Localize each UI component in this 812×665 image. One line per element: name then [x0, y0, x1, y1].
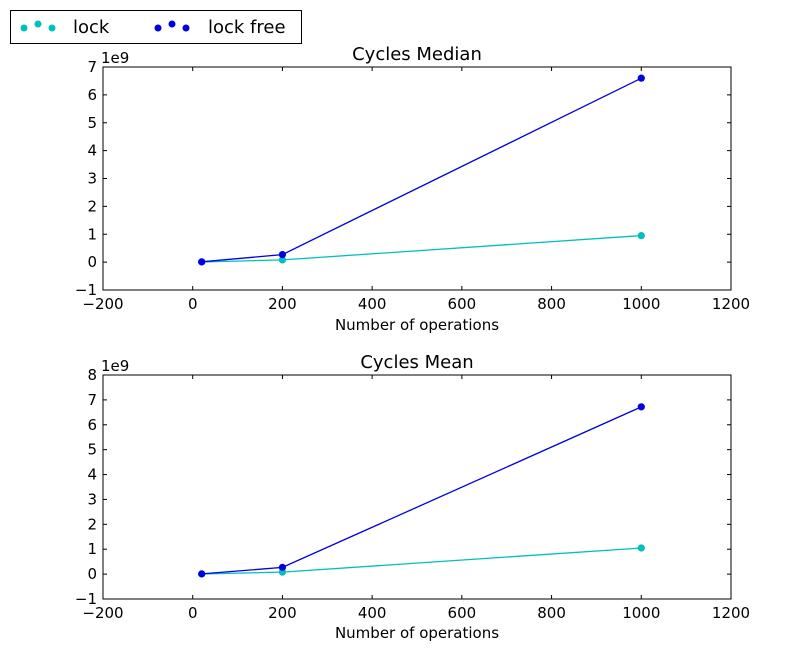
legend-marker: [182, 24, 190, 32]
y-tick-label: 2: [87, 197, 97, 215]
offset-text: 1e9: [101, 49, 129, 67]
y-tick-label: 1: [87, 225, 97, 243]
y-tick-label: 7: [87, 58, 97, 76]
y-tick-label: 0: [87, 253, 97, 271]
x-tick-label: 400: [358, 604, 387, 622]
x-tick-label: 400: [358, 295, 387, 313]
x-tick-label: 1200: [712, 295, 750, 313]
y-tick-label: 4: [87, 142, 97, 160]
plot-frame: [102, 66, 732, 291]
legend-marker: [168, 20, 176, 28]
offset-text: 1e9: [101, 357, 129, 375]
x-axis-label: Number of operations: [335, 624, 499, 642]
y-tick-label: 3: [87, 490, 97, 508]
legend-marker: [20, 24, 28, 32]
data-point-lock: [637, 232, 645, 240]
y-tick-label: 3: [87, 170, 97, 188]
plot-marks: [198, 74, 645, 266]
data-point-lock: [278, 256, 287, 264]
axis-ticks: −200 0 200 400 600 800 1000 1200 −1 0 1 2 3 4 5 6 7: [75, 58, 750, 313]
x-tick-label: 800: [537, 295, 566, 313]
legend-label-lock-free: lock free: [208, 17, 286, 38]
data-point-lock-free: [198, 258, 206, 266]
x-axis-label: Number of operations: [335, 316, 499, 334]
series-line-lock-free: [201, 406, 642, 575]
x-tick-label: 1200: [712, 604, 750, 622]
x-tick-label: 200: [268, 604, 297, 622]
x-tick-label: 600: [448, 604, 477, 622]
plot-marks: [198, 403, 645, 578]
y-tick-label: 5: [87, 441, 97, 459]
chart-title: Cycles Median: [352, 44, 482, 65]
y-tick-label: 6: [87, 86, 97, 104]
series-line-lock-free: [201, 77, 642, 263]
x-tick-label: 0: [188, 604, 198, 622]
subplot-cycles-mean: Cycles Mean 1e9 −200 0 200 400 600 800 1000 120…: [75, 352, 750, 642]
y-tick-label: 5: [87, 114, 97, 132]
y-tick-label: 8: [87, 366, 97, 384]
y-tick-label: 1: [87, 540, 97, 558]
legend-entry-lock-free: lock free: [154, 17, 286, 38]
data-point-lock-free: [198, 570, 206, 578]
x-tick-label: 600: [448, 295, 477, 313]
x-tick-label: 1000: [622, 295, 660, 313]
y-tick-label: −1: [75, 590, 97, 608]
legend: lock lock free: [10, 10, 302, 44]
data-point-lock-free: [278, 250, 287, 259]
y-tick-label: 7: [87, 391, 97, 409]
series-line-lock: [201, 547, 642, 575]
y-tick-label: 6: [87, 416, 97, 434]
data-point-lock-free: [278, 563, 287, 571]
x-tick-label: −200: [82, 604, 123, 622]
x-tick-label: 1000: [622, 604, 660, 622]
data-point-lock-free: [637, 74, 645, 82]
y-tick-label: 0: [87, 565, 97, 583]
axis-ticks: −200 0 200 400 600 800 1000 1200 −1 0 1 2 3 4 5 6 7 8: [75, 366, 750, 622]
subplot-cycles-median: Cycles Median 1e9 −200 0 200 400 600 800 1000 1…: [75, 44, 750, 334]
x-tick-label: −200: [82, 295, 123, 313]
x-tick-label: 800: [537, 604, 566, 622]
legend-marker: [154, 24, 162, 32]
legend-marker: [34, 20, 42, 28]
chart-title: Cycles Mean: [360, 352, 473, 373]
x-tick-label: 0: [188, 295, 198, 313]
y-tick-label: 4: [87, 466, 97, 484]
plot-frame: [102, 374, 732, 600]
data-point-lock: [637, 544, 645, 552]
y-tick-label: −1: [75, 281, 97, 299]
y-tick-label: 2: [87, 515, 97, 533]
legend-marker: [48, 24, 56, 32]
legend-entry-lock: lock: [20, 17, 110, 38]
x-tick-label: 200: [268, 295, 297, 313]
series-line-lock: [201, 234, 642, 263]
legend-label-lock: lock: [73, 17, 110, 38]
data-point-lock-free: [637, 403, 645, 411]
